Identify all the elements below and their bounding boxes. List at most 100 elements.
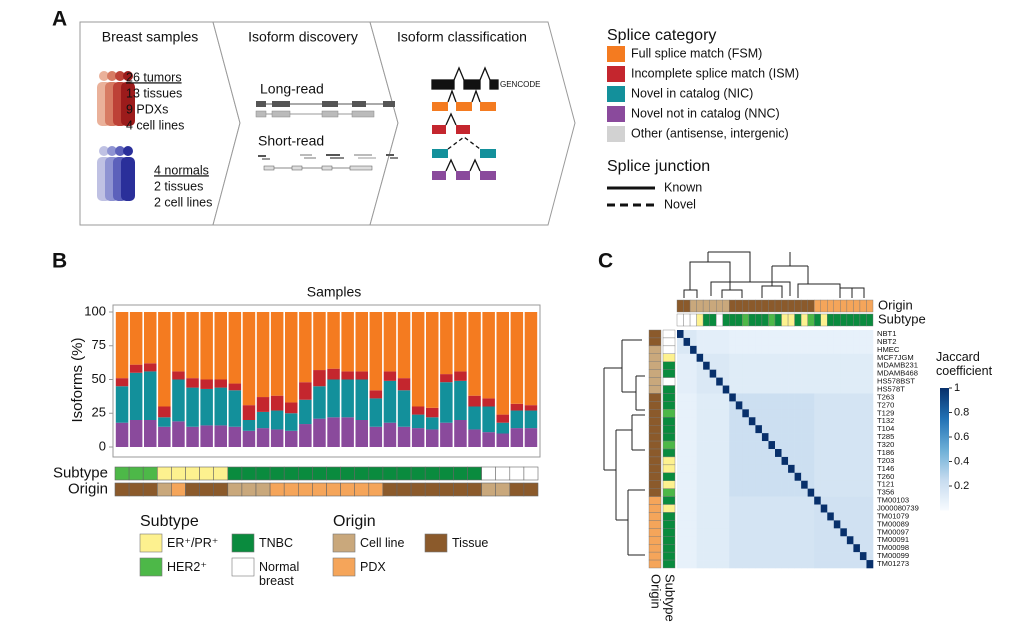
heatmap-cell — [696, 337, 704, 347]
bar-segment — [327, 417, 340, 447]
heatmap-cell — [677, 504, 684, 513]
row-label: T129 — [877, 408, 894, 417]
track-cell — [755, 313, 763, 327]
heatmap-cell — [735, 377, 743, 386]
heatmap-cell — [846, 520, 854, 529]
row-label: T270 — [877, 400, 894, 409]
heatmap-cell — [722, 464, 730, 474]
heatmap-cell — [820, 385, 828, 394]
heatmap-cell — [703, 441, 710, 450]
heatmap-cell — [814, 528, 822, 537]
track-cell — [716, 313, 723, 327]
heatmap-cell — [709, 528, 717, 537]
heatmap-cell — [690, 552, 697, 561]
heatmap-cell — [840, 464, 848, 474]
track-cell — [297, 482, 313, 497]
heatmap-cell — [709, 330, 717, 339]
heatmap-cell — [748, 480, 756, 489]
heatmap-cell — [696, 536, 704, 545]
row-label: MDAMB468 — [877, 369, 918, 378]
track-cell — [648, 496, 662, 505]
heatmap-cell — [755, 496, 763, 505]
bar-segment — [426, 417, 439, 430]
bar-segment — [256, 411, 270, 429]
heatmap-cell — [716, 488, 724, 497]
heatmap-cell — [807, 330, 815, 339]
bar-segment — [214, 312, 227, 380]
legend-label: Normal breast — [259, 560, 300, 588]
heatmap-cell — [735, 433, 743, 442]
heatmap-cell — [729, 552, 737, 561]
heatmap-cell — [696, 425, 704, 434]
heatmap-cell — [820, 393, 828, 402]
heatmap-cell — [768, 520, 776, 529]
legend-swatch — [607, 126, 625, 142]
heatmap-cell — [794, 345, 802, 355]
heatmap-cell — [722, 441, 730, 450]
heatmap-cell — [775, 480, 782, 489]
heatmap-cell — [722, 385, 730, 394]
heatmap-cell — [840, 377, 848, 386]
track-cell — [774, 313, 782, 327]
heatmap-cell — [709, 409, 717, 418]
heatmap-cell — [677, 512, 684, 521]
track-cell — [648, 377, 662, 386]
heatmap-cell — [827, 552, 835, 561]
bar-segment — [482, 406, 495, 433]
legend-label: Known — [664, 180, 702, 194]
heatmap-cell — [768, 449, 776, 458]
heatmap-cell — [833, 417, 841, 426]
heatmap-cell — [814, 560, 822, 569]
heatmap-cell — [820, 496, 828, 505]
bar-segment — [186, 387, 199, 427]
heatmap-cell — [788, 496, 795, 505]
heatmap-cell — [859, 544, 867, 553]
heatmap-cell — [729, 441, 737, 450]
heatmap-cell — [709, 456, 717, 466]
heatmap-cell — [846, 496, 854, 505]
heatmap-cell — [788, 544, 795, 553]
heatmap-cell — [781, 361, 789, 370]
heatmap-cell — [716, 544, 724, 553]
heatmap-cell — [748, 520, 756, 529]
heatmap-cell — [775, 449, 782, 458]
track-cell — [859, 313, 867, 327]
heatmap-cell — [716, 337, 724, 347]
heatmap-cell — [801, 544, 808, 553]
heatmap-cell — [820, 464, 828, 474]
panel-label: A — [52, 8, 67, 31]
heatmap-cell — [801, 472, 808, 482]
heatmap-cell — [761, 369, 769, 378]
heatmap-cell — [781, 330, 789, 339]
track-cell — [781, 299, 789, 313]
heatmap-cell — [781, 480, 789, 489]
heatmap-cell — [820, 544, 828, 553]
heatmap-cell — [859, 433, 867, 442]
heatmap-cell — [729, 496, 737, 505]
heatmap-cell — [788, 369, 795, 378]
track-cell — [382, 466, 398, 481]
heatmap-cell — [853, 536, 861, 545]
track-cell — [787, 313, 795, 327]
heatmap-cell — [768, 488, 776, 497]
heatmap-cell — [827, 464, 835, 474]
heatmap-cell — [709, 536, 717, 545]
bar-segment — [129, 372, 143, 420]
legend-label-box: Tissue — [452, 536, 488, 550]
heatmap-cell — [840, 520, 848, 529]
heatmap-cell — [683, 369, 691, 378]
track-cell — [297, 466, 313, 481]
heatmap-cell — [781, 520, 789, 529]
track-cell — [648, 385, 662, 394]
track-cell — [142, 466, 158, 481]
heatmap-cell — [716, 480, 724, 489]
heatmap-cell — [742, 369, 750, 378]
short-read-isoforms — [258, 154, 398, 171]
heatmap-cell — [781, 433, 789, 442]
heatmap-cell — [677, 496, 684, 505]
heatmap-cell — [761, 345, 769, 355]
track-cell — [853, 313, 861, 327]
heatmap-cell — [703, 449, 710, 458]
heatmap-cell — [781, 536, 789, 545]
bar-segment — [129, 364, 143, 373]
